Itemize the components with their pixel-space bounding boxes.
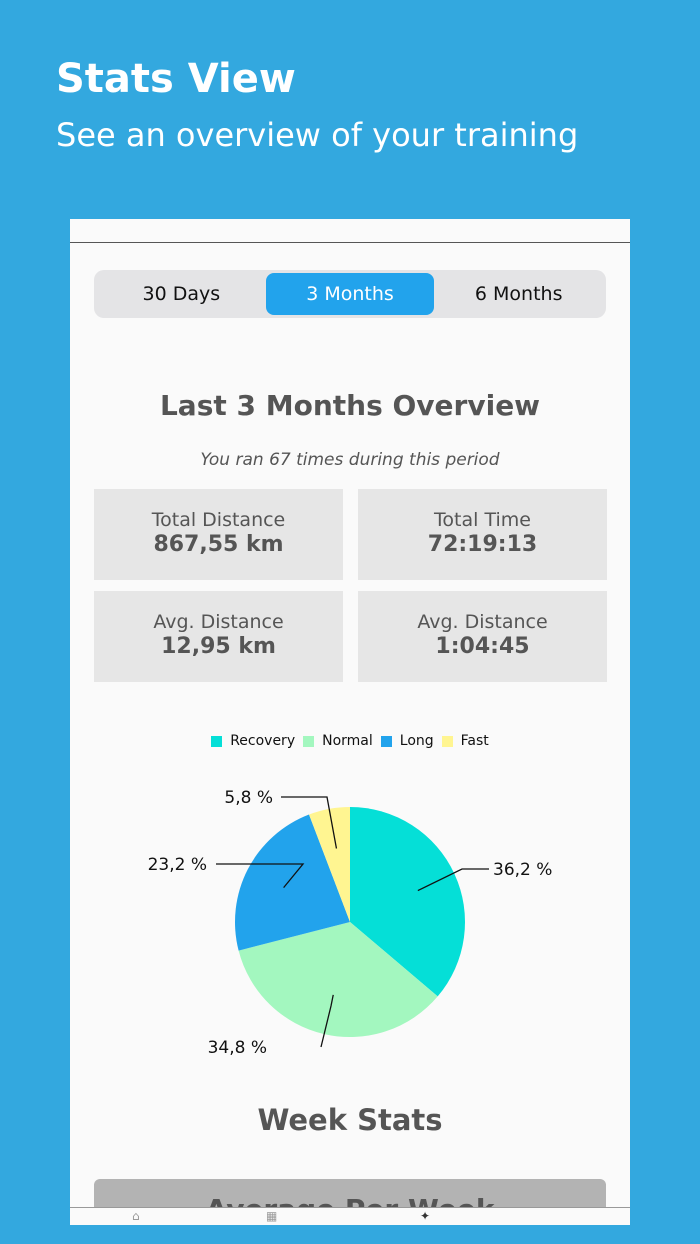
phone-screen: 30 Days 3 Months 6 Months Last 3 Months … [70, 219, 630, 1225]
stat-value: 1:04:45 [435, 634, 530, 659]
leader-line [320, 994, 334, 1048]
legend-label: Normal [322, 733, 373, 749]
pie-slice-long [235, 814, 350, 951]
leader-line [417, 868, 489, 892]
period-segmented-control[interactable]: 30 Days 3 Months 6 Months [94, 270, 606, 318]
stat-label: Total Time [434, 509, 531, 531]
slice-label: 5,8 % [224, 788, 273, 808]
legend-swatch [211, 735, 223, 747]
hero-subtitle: See an overview of your training [56, 116, 579, 154]
home-icon[interactable]: ⌂ [132, 1209, 140, 1223]
segment-30-days[interactable]: 30 Days [142, 283, 221, 305]
segment-3-months[interactable]: 3 Months [265, 273, 435, 315]
stat-label: Total Distance [151, 509, 286, 531]
stat-label: Avg. Distance [153, 611, 284, 633]
runner-icon[interactable]: ✦ [420, 1209, 431, 1223]
slice-label: 36,2 % [493, 860, 552, 880]
stat-value: 12,95 km [161, 634, 276, 659]
legend-label: Recovery [230, 733, 296, 749]
slice-label: 23,2 % [148, 855, 207, 875]
stat-avg-time: Avg. Distance 1:04:45 [358, 591, 607, 682]
calendar-icon[interactable]: ▦ [266, 1209, 278, 1223]
stat-value: 72:19:13 [427, 532, 538, 557]
pie-slice-normal [238, 922, 438, 1037]
slice-label: 34,8 % [208, 1038, 267, 1058]
tab-bar: ⌂ ▦ ✦ [70, 1207, 630, 1225]
legend-label: Long [399, 733, 434, 749]
overview-subtitle: You ran 67 times during this period [200, 450, 500, 470]
stat-total-time: Total Time 72:19:13 [358, 489, 607, 580]
leader-line [216, 863, 305, 889]
legend-label: Fast [460, 733, 489, 749]
run-type-pie-chart: 36,2 % 34,8 % 23,2 % 5,8 % [148, 788, 553, 1058]
overview-title: Last 3 Months Overview [159, 389, 541, 422]
stat-value: 867,55 km [153, 532, 284, 557]
legend-item-fast: Fast [441, 733, 489, 749]
legend-swatch [441, 735, 453, 747]
legend-item-normal: Normal [303, 733, 373, 749]
legend-item-long: Long [380, 733, 434, 749]
segment-6-months[interactable]: 6 Months [474, 283, 563, 305]
pie-slice-fast [309, 807, 350, 922]
legend-swatch [303, 735, 315, 747]
chart-legend: Recovery Normal Long Fast [70, 733, 630, 749]
stat-avg-distance: Avg. Distance 12,95 km [94, 591, 343, 682]
legend-item-recovery: Recovery [211, 733, 295, 749]
stat-label: Avg. Distance [417, 611, 548, 633]
hero-title: Stats View [56, 56, 296, 102]
pie-slice-recovery [350, 807, 466, 997]
stat-total-distance: Total Distance 867,55 km [94, 489, 343, 580]
week-stats-title: Week Stats [257, 1103, 443, 1137]
navbar-divider [70, 242, 630, 243]
legend-swatch [380, 735, 392, 747]
leader-line [281, 796, 338, 849]
